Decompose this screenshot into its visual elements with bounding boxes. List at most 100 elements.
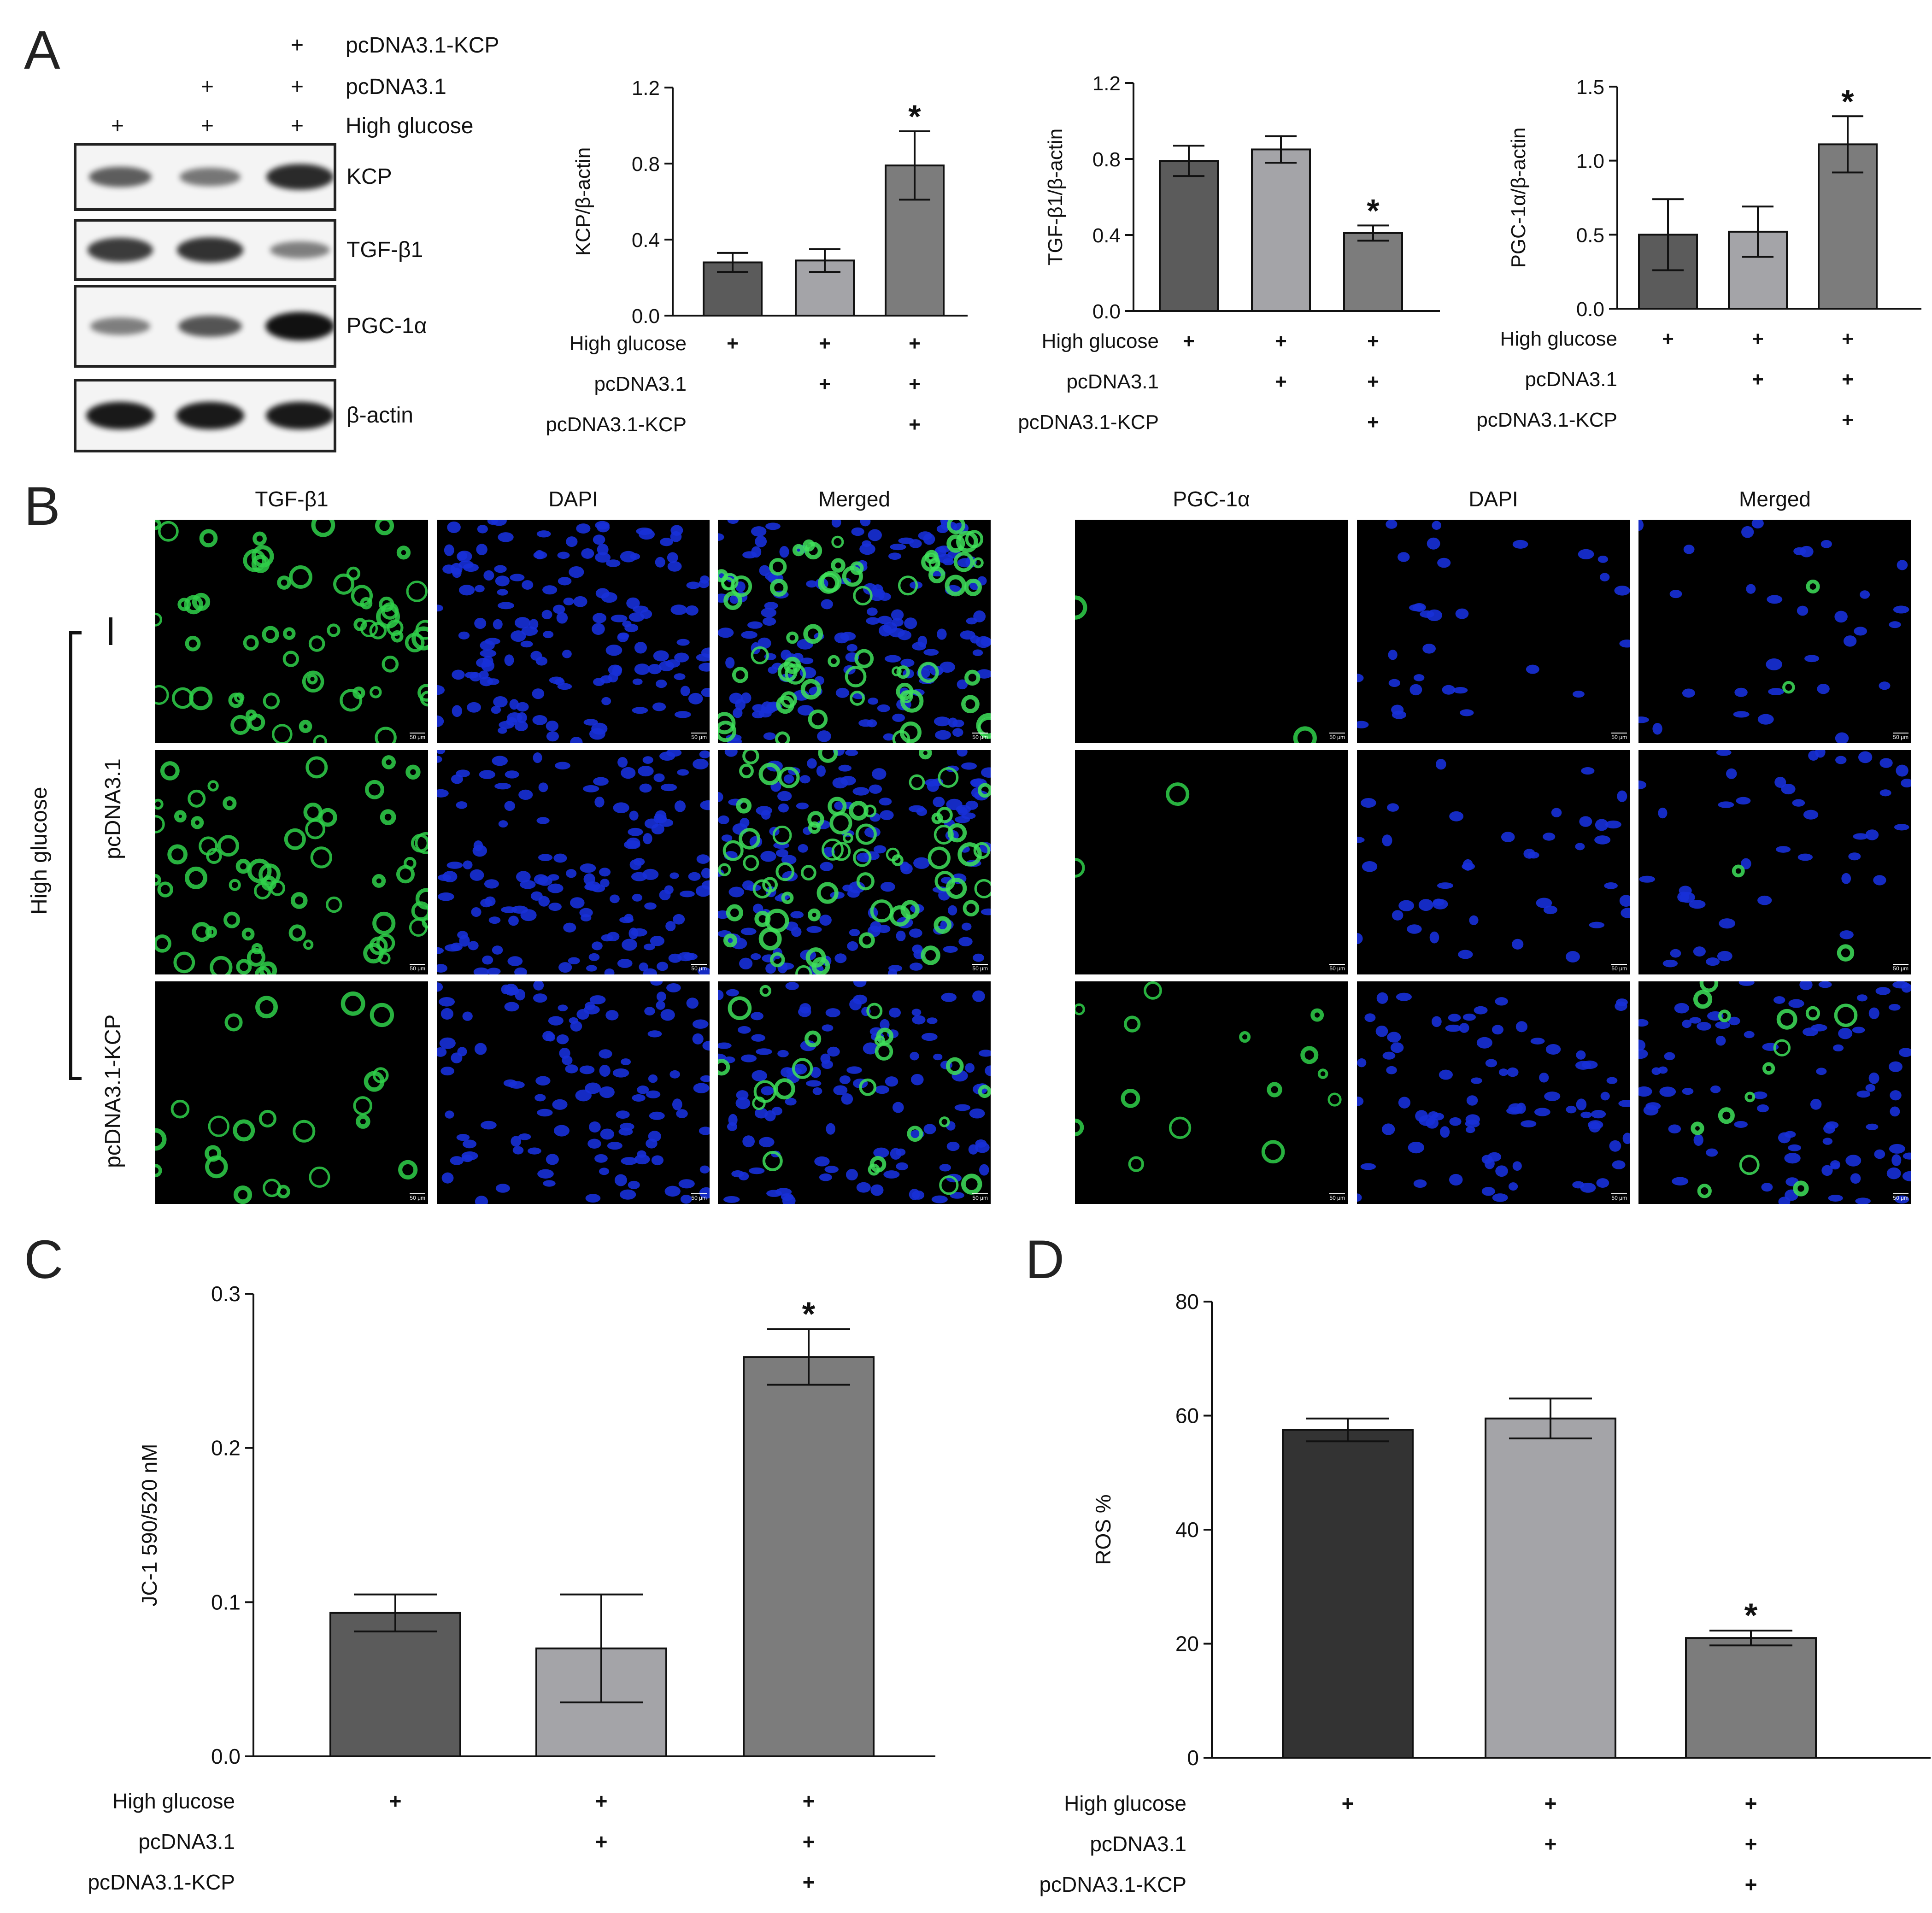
treatment-mark: + bbox=[803, 1830, 815, 1854]
fluorescence-image: 50 μm bbox=[155, 981, 428, 1204]
blot-band bbox=[270, 241, 330, 259]
fluorescence-image: 50 μm bbox=[437, 520, 710, 743]
treatment-mark: + bbox=[1842, 368, 1854, 391]
blot-band bbox=[90, 317, 151, 335]
treatment-mark: + bbox=[1544, 1791, 1557, 1815]
y-tick-label: 0.0 bbox=[632, 305, 660, 328]
scale-bar: 50 μm bbox=[410, 964, 425, 972]
treatment-mark: + bbox=[909, 373, 921, 395]
treatment-label: High glucose bbox=[112, 1789, 235, 1813]
treatment-mark: + bbox=[1367, 370, 1379, 393]
y-tick-label: 40 bbox=[1175, 1518, 1199, 1542]
y-tick-label: 1.5 bbox=[1576, 76, 1604, 99]
panel-label-c: C bbox=[24, 1229, 64, 1290]
fluorescence-image: 50 μm bbox=[155, 750, 428, 974]
bar bbox=[743, 1356, 875, 1758]
bar bbox=[329, 1612, 461, 1757]
scale-bar: 50 μm bbox=[1611, 733, 1627, 740]
treatment-mark: + bbox=[727, 332, 739, 355]
scale-bar: 50 μm bbox=[1893, 733, 1909, 740]
treatment-label: High glucose bbox=[570, 332, 687, 355]
treatment-mark: + bbox=[1183, 330, 1195, 352]
blot-strip bbox=[74, 219, 336, 281]
significance-mark: * bbox=[1744, 1596, 1758, 1634]
treatment-mark: + bbox=[819, 332, 831, 355]
blot-band bbox=[88, 166, 152, 188]
column-header: PGC-1α bbox=[1173, 487, 1250, 511]
significance-mark: * bbox=[908, 98, 921, 135]
y-tick-label: 0.4 bbox=[632, 229, 660, 252]
y-axis-label: TGF-β1/β-actin bbox=[1044, 129, 1067, 266]
treatment-mark: + bbox=[909, 332, 921, 355]
bar bbox=[1282, 1429, 1414, 1759]
blot-band bbox=[265, 312, 334, 340]
treatment-label: pcDNA3.1 bbox=[1066, 370, 1159, 393]
group-bracket-tick bbox=[109, 617, 112, 645]
blot-label: KCP bbox=[346, 164, 392, 189]
treatment-mark: + bbox=[290, 75, 304, 99]
y-tick-label: 80 bbox=[1175, 1290, 1199, 1314]
y-tick-label: 0.5 bbox=[1576, 224, 1604, 246]
treatment-label: pcDNA3.1 bbox=[1090, 1832, 1186, 1856]
scale-bar: 50 μm bbox=[1611, 1193, 1627, 1201]
scale-bar: 50 μm bbox=[972, 1193, 988, 1201]
y-tick-label: 0.0 bbox=[1576, 298, 1604, 321]
y-tick-label: 0 bbox=[1187, 1746, 1199, 1770]
fluorescence-image: 50 μm bbox=[437, 750, 710, 974]
bar bbox=[1343, 232, 1403, 312]
fluorescence-image: 50 μm bbox=[1638, 981, 1911, 1204]
column-header: Merged bbox=[818, 487, 890, 511]
fluorescence-image: 50 μm bbox=[437, 981, 710, 1204]
treatment-mark: + bbox=[1662, 328, 1674, 350]
treatment-label: High glucose bbox=[346, 114, 474, 138]
treatment-mark: + bbox=[595, 1789, 608, 1813]
blot-label: TGF-β1 bbox=[346, 237, 423, 262]
significance-mark: * bbox=[802, 1295, 816, 1333]
treatment-mark: + bbox=[1745, 1832, 1757, 1856]
significance-mark: * bbox=[1841, 83, 1854, 119]
fluorescence-image: 50 μm bbox=[718, 520, 991, 743]
fluorescence-image: 50 μm bbox=[1357, 750, 1630, 974]
y-tick-label: 0.1 bbox=[211, 1590, 241, 1614]
treatment-label: pcDNA3.1-KCP bbox=[1476, 409, 1617, 431]
y-axis-label: PGC-1α/β-actin bbox=[1507, 127, 1530, 268]
blot-band bbox=[265, 401, 334, 430]
bar bbox=[795, 259, 855, 317]
scale-bar: 50 μm bbox=[1611, 964, 1627, 972]
y-tick-label: 1.0 bbox=[1576, 150, 1604, 173]
blot-band bbox=[86, 401, 155, 430]
fluorescence-image: 50 μm bbox=[718, 981, 991, 1204]
treatment-label: pcDNA3.1-KCP bbox=[346, 33, 499, 58]
scale-bar: 50 μm bbox=[1893, 1193, 1909, 1201]
row-label-pcdna-kcp: pcDNA3.1-KCP bbox=[101, 1014, 125, 1168]
bar bbox=[1485, 1417, 1616, 1759]
y-tick-label: 0.0 bbox=[211, 1744, 241, 1768]
scale-bar: 50 μm bbox=[410, 733, 425, 740]
scale-bar: 50 μm bbox=[1329, 733, 1345, 740]
treatment-mark: + bbox=[1367, 411, 1379, 434]
blot-strip bbox=[74, 285, 336, 368]
fluorescence-image: 50 μm bbox=[1638, 750, 1911, 974]
blot-band bbox=[266, 164, 334, 190]
treatment-label: pcDNA3.1 bbox=[1525, 368, 1617, 391]
panel-label-a: A bbox=[24, 20, 60, 81]
y-tick-label: 20 bbox=[1175, 1632, 1199, 1656]
treatment-label: pcDNA3.1-KCP bbox=[546, 413, 687, 436]
y-tick-label: 0.0 bbox=[1092, 300, 1121, 323]
fluorescence-image: 50 μm bbox=[155, 520, 428, 743]
column-header: TGF-β1 bbox=[255, 487, 329, 511]
fluorescence-image: 50 μm bbox=[1075, 750, 1348, 974]
blot-band bbox=[178, 315, 242, 337]
treatment-mark: + bbox=[803, 1870, 815, 1894]
scale-bar: 50 μm bbox=[410, 1193, 425, 1201]
treatment-label: High glucose bbox=[1500, 328, 1617, 350]
treatment-mark: + bbox=[1275, 330, 1287, 352]
blot-band bbox=[176, 401, 245, 430]
scale-bar: 50 μm bbox=[972, 733, 988, 740]
treatment-mark: + bbox=[200, 114, 214, 138]
treatment-mark: + bbox=[595, 1830, 608, 1854]
bar bbox=[1685, 1637, 1817, 1759]
y-tick-label: 60 bbox=[1175, 1404, 1199, 1428]
treatment-mark: + bbox=[389, 1789, 402, 1813]
treatment-mark: + bbox=[909, 413, 921, 436]
